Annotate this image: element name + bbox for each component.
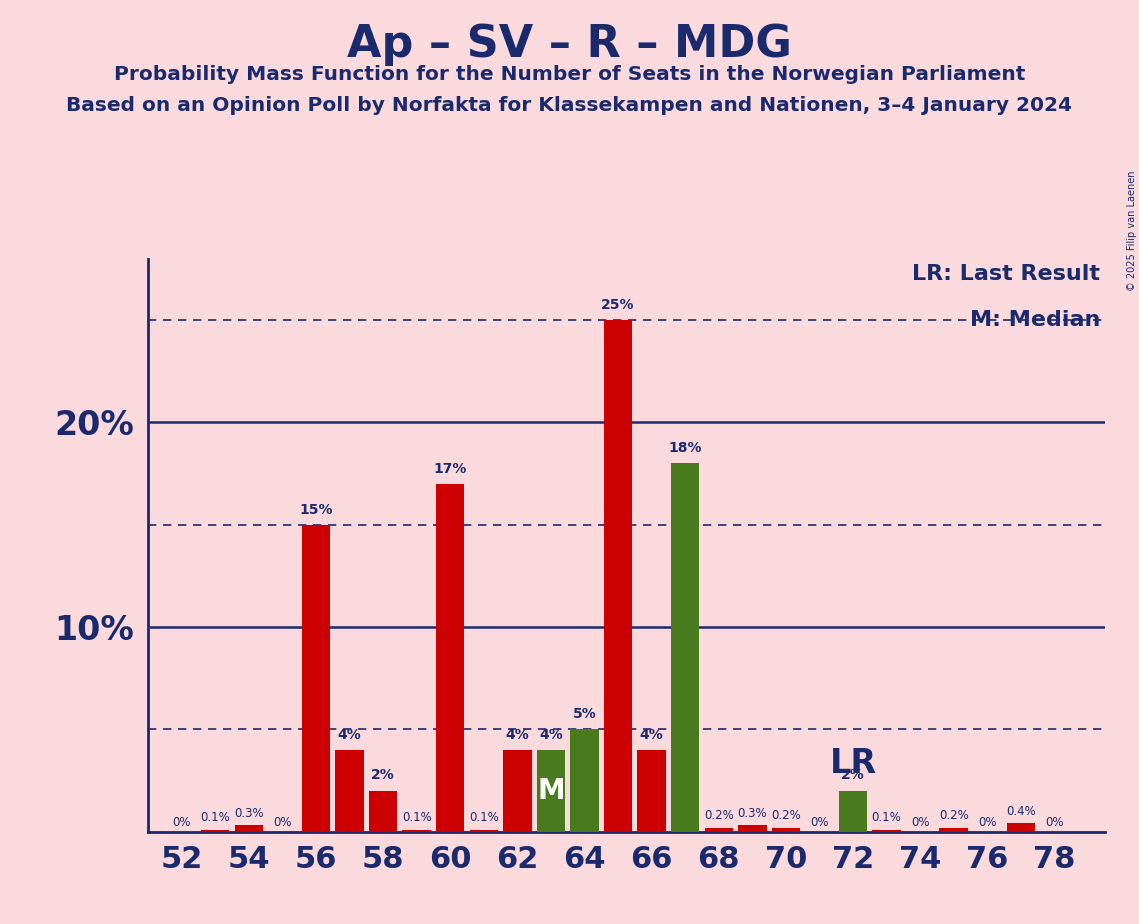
Text: 0%: 0% (978, 816, 997, 829)
Bar (771, 828, 801, 832)
Bar (235, 825, 263, 832)
Bar (536, 749, 565, 832)
Text: 0.3%: 0.3% (738, 808, 768, 821)
Text: 0.3%: 0.3% (233, 808, 263, 821)
Text: M: M (538, 777, 565, 805)
Text: Ap – SV – R – MDG: Ap – SV – R – MDG (347, 23, 792, 67)
Text: 17%: 17% (434, 462, 467, 476)
Bar (872, 830, 901, 832)
Bar (838, 791, 867, 832)
Bar (738, 825, 767, 832)
Text: 4%: 4% (539, 727, 563, 742)
Bar (671, 463, 699, 832)
Text: 0%: 0% (1046, 816, 1064, 829)
Bar (940, 828, 968, 832)
Bar (638, 749, 666, 832)
Bar (200, 830, 229, 832)
Text: 15%: 15% (300, 503, 333, 517)
Text: 0.2%: 0.2% (704, 809, 734, 822)
Text: 0.1%: 0.1% (469, 811, 499, 824)
Text: 0.2%: 0.2% (939, 809, 968, 822)
Text: M: Median: M: Median (969, 310, 1100, 330)
Text: Probability Mass Function for the Number of Seats in the Norwegian Parliament: Probability Mass Function for the Number… (114, 65, 1025, 84)
Text: 25%: 25% (601, 298, 634, 312)
Text: © 2025 Filip van Laenen: © 2025 Filip van Laenen (1126, 171, 1137, 291)
Bar (571, 729, 599, 832)
Text: 0%: 0% (172, 816, 191, 829)
Bar (503, 749, 532, 832)
Bar (1007, 823, 1035, 832)
Text: LR: Last Result: LR: Last Result (912, 264, 1100, 285)
Bar (705, 828, 734, 832)
Text: LR: LR (829, 748, 877, 781)
Bar (604, 320, 632, 832)
Text: 4%: 4% (640, 727, 664, 742)
Text: 18%: 18% (669, 441, 702, 456)
Bar (402, 830, 431, 832)
Text: 2%: 2% (371, 769, 395, 783)
Text: 0%: 0% (273, 816, 292, 829)
Text: 0.1%: 0.1% (871, 811, 901, 824)
Text: 5%: 5% (573, 707, 597, 721)
Text: 4%: 4% (506, 727, 530, 742)
Text: 0.2%: 0.2% (771, 809, 801, 822)
Bar (369, 791, 398, 832)
Bar (302, 525, 330, 832)
Text: Based on an Opinion Poll by Norfakta for Klassekampen and Nationen, 3–4 January : Based on an Opinion Poll by Norfakta for… (66, 96, 1073, 116)
Text: 0.1%: 0.1% (200, 811, 230, 824)
Bar (436, 484, 465, 832)
Text: 0%: 0% (911, 816, 929, 829)
Text: 2%: 2% (842, 769, 865, 783)
Bar (335, 749, 363, 832)
Text: 0%: 0% (810, 816, 829, 829)
Bar (469, 830, 498, 832)
Text: 4%: 4% (337, 727, 361, 742)
Text: 0.1%: 0.1% (402, 811, 432, 824)
Text: 0.4%: 0.4% (1006, 806, 1035, 819)
